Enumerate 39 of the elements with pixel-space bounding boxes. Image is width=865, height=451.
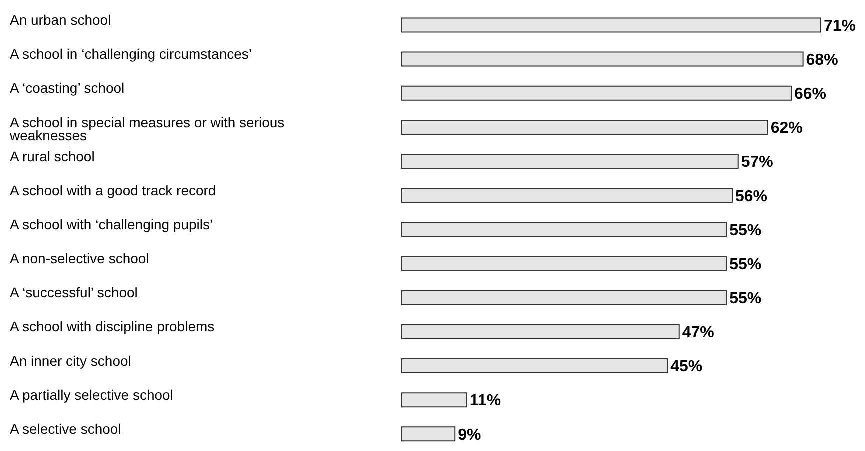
data-label: 66% xyxy=(794,86,827,104)
data-label: 55% xyxy=(730,256,762,274)
y-tick-label: A partially selective school xyxy=(10,386,174,403)
data-label: 68% xyxy=(806,52,838,69)
y-tick-label: A ‘coasting’ school xyxy=(10,80,125,96)
y-tick-label: A school with a good track record xyxy=(10,182,216,198)
y-tick-label: A school with ‘challenging pupils’ xyxy=(10,216,214,232)
data-label: 55% xyxy=(730,290,762,308)
y-tick-label: A school in special measures or with serious weaknesses xyxy=(9,114,285,144)
bar xyxy=(402,426,456,442)
bar xyxy=(402,120,768,135)
bar xyxy=(402,256,728,272)
bar xyxy=(402,18,822,33)
bar xyxy=(402,392,468,408)
bar xyxy=(402,86,792,101)
bar xyxy=(402,188,733,204)
y-tick-label: A ‘successful’ school xyxy=(10,284,138,301)
data-label: 47% xyxy=(682,324,714,342)
y-tick-label: An inner city school xyxy=(10,352,132,369)
bar xyxy=(402,290,728,306)
data-label: 11% xyxy=(470,392,502,410)
y-tick-label: A school in ‘challenging circumstances’ xyxy=(10,46,252,62)
data-label: 9% xyxy=(458,426,482,444)
bar xyxy=(402,222,728,238)
y-tick-label: An urban school xyxy=(10,12,112,28)
y-tick-label: A non-selective school xyxy=(10,250,150,267)
data-label: 57% xyxy=(741,154,774,172)
bar xyxy=(402,324,680,340)
y-tick-label: A rural school xyxy=(10,148,95,164)
data-label: 71% xyxy=(824,18,856,35)
bar xyxy=(402,52,804,67)
data-label: 62% xyxy=(770,120,803,138)
y-tick-label: A school with discipline problems xyxy=(10,318,215,335)
bar xyxy=(402,154,739,170)
data-label: 56% xyxy=(735,188,768,206)
y-tick-label: A selective school xyxy=(10,420,122,437)
data-label: 55% xyxy=(730,222,762,240)
data-label: 45% xyxy=(670,358,703,376)
bar xyxy=(402,358,668,374)
